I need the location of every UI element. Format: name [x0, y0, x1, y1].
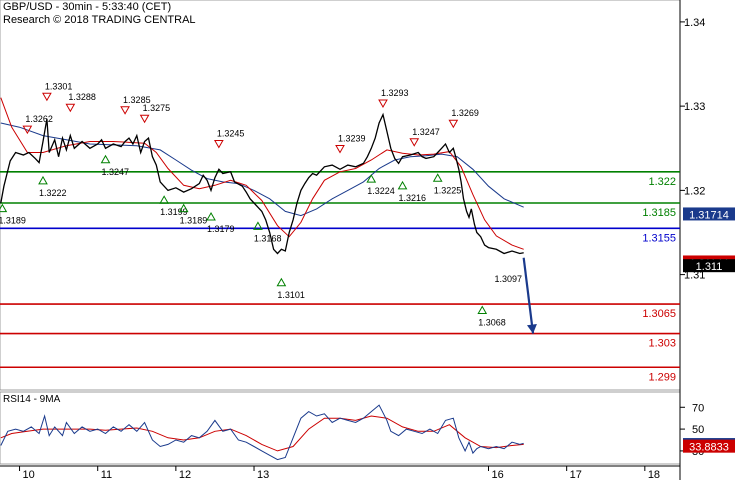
pivot-label: 1.3097 [495, 274, 523, 284]
pivot-low-label: 1.3189 [0, 216, 26, 226]
pivot-high-label: 1.3285 [123, 95, 151, 105]
level-label: 1.3065 [642, 308, 676, 320]
pivot-low-marker [159, 195, 169, 204]
time-axis-tick-label: 16 [492, 469, 504, 480]
pivot-low-label: 1.3216 [399, 193, 427, 203]
pivot-high-label: 1.3288 [68, 92, 96, 102]
price-axis-tick-label: 1.32 [684, 185, 705, 197]
pivot-low-marker [397, 180, 408, 190]
pivot-high-marker [65, 103, 76, 113]
price-axis-tick-label: 1.34 [684, 17, 705, 29]
time-axis-tick-label: 12 [179, 469, 191, 480]
time-axis-tick-label: 11 [101, 469, 112, 480]
pivot-low-label: 1.3224 [367, 186, 395, 196]
pivot-high-marker [448, 119, 459, 129]
pivot-low-marker [100, 154, 111, 164]
pivot-high-marker [120, 106, 130, 115]
forecast-arrow-shaft [522, 257, 535, 334]
price-tag-box [683, 259, 735, 273]
ma-blue-line [0, 122, 524, 217]
level-label: 1.322 [648, 176, 676, 188]
price-series-line [0, 112, 524, 255]
price-tag-box [683, 207, 735, 221]
pivot-high-label: 1.3247 [412, 127, 440, 137]
pivot-high-label: 1.3245 [217, 128, 245, 138]
pivot-high-label: 1.3269 [451, 108, 479, 118]
pivot-high-marker [378, 99, 388, 109]
pivot-low-label: 1.3225 [434, 185, 462, 195]
level-label: 1.299 [648, 371, 676, 383]
forecast-arrow-head [526, 324, 537, 334]
pivot-low-label: 1.3247 [102, 167, 130, 177]
chart-subtitle: Research © 2018 TRADING CENTRAL [3, 14, 196, 26]
pivot-high-label: 1.3239 [338, 134, 366, 144]
rsi-value-tag-label: 33.8833 [689, 442, 729, 454]
rsi-value-tag-box [683, 439, 735, 453]
time-axis-tick-label: 18 [648, 469, 660, 480]
pivot-high-marker [335, 145, 345, 154]
time-axis-tick-label: 17 [570, 469, 582, 480]
pivot-low-label: 1.3222 [39, 188, 67, 198]
price-tag-label: 1.311 [696, 261, 723, 273]
pivot-low-label: 1.3101 [277, 290, 305, 300]
time-axis-tick-label: 13 [257, 469, 269, 480]
pivot-high-label: 1.3275 [143, 103, 171, 113]
pivot-high-marker [42, 92, 52, 102]
pivot-high-marker [409, 138, 420, 147]
pivot-low-label: 1.3068 [478, 318, 506, 328]
pivot-low-marker [276, 277, 287, 287]
pivot-low-label: 1.3189 [180, 216, 208, 226]
pivot-low-marker [178, 203, 189, 213]
pivot-high-marker [139, 114, 150, 124]
level-label: 1.3185 [642, 207, 676, 219]
pivot-low-marker [253, 221, 263, 230]
price-tag-label: 1.31714 [689, 209, 729, 221]
rsi-ma-line [0, 415, 524, 452]
level-label: 1.3155 [642, 232, 676, 244]
chart-title: GBP/USD - 30min - 5:33:40 (CET) [3, 1, 172, 13]
pivot-high-label: 1.3293 [381, 88, 409, 98]
price-axis-tick-label: 1.31 [684, 270, 705, 282]
pivot-low-marker [38, 175, 48, 185]
time-axis-tick-label: 10 [23, 469, 35, 480]
rsi-axis-tick-label: 70 [692, 402, 704, 414]
rsi-line [0, 404, 524, 461]
rsi-axis-tick-label: 50 [692, 424, 704, 436]
pivot-high-label: 1.3262 [25, 114, 53, 124]
pivot-low-marker [477, 305, 488, 315]
rsi-panel-frame [0, 391, 681, 465]
pivot-high-label: 1.3301 [45, 81, 73, 91]
pivot-low-marker [206, 212, 216, 221]
pivot-low-marker [0, 203, 8, 213]
ma-red-line [0, 97, 524, 250]
pivot-high-marker [213, 139, 224, 149]
pivot-high-marker [22, 125, 33, 135]
pivot-low-label: 1.3199 [160, 207, 188, 217]
pivot-low-label: 1.3168 [254, 233, 282, 243]
rsi-title: RSI14 - 9MA [3, 394, 61, 405]
pivot-low-marker [432, 173, 443, 182]
price-axis-tick-label: 1.33 [684, 101, 705, 113]
pivot-low-marker [366, 174, 377, 183]
level-label: 1.303 [648, 338, 676, 350]
pivot-low-label: 1.3179 [207, 224, 235, 234]
